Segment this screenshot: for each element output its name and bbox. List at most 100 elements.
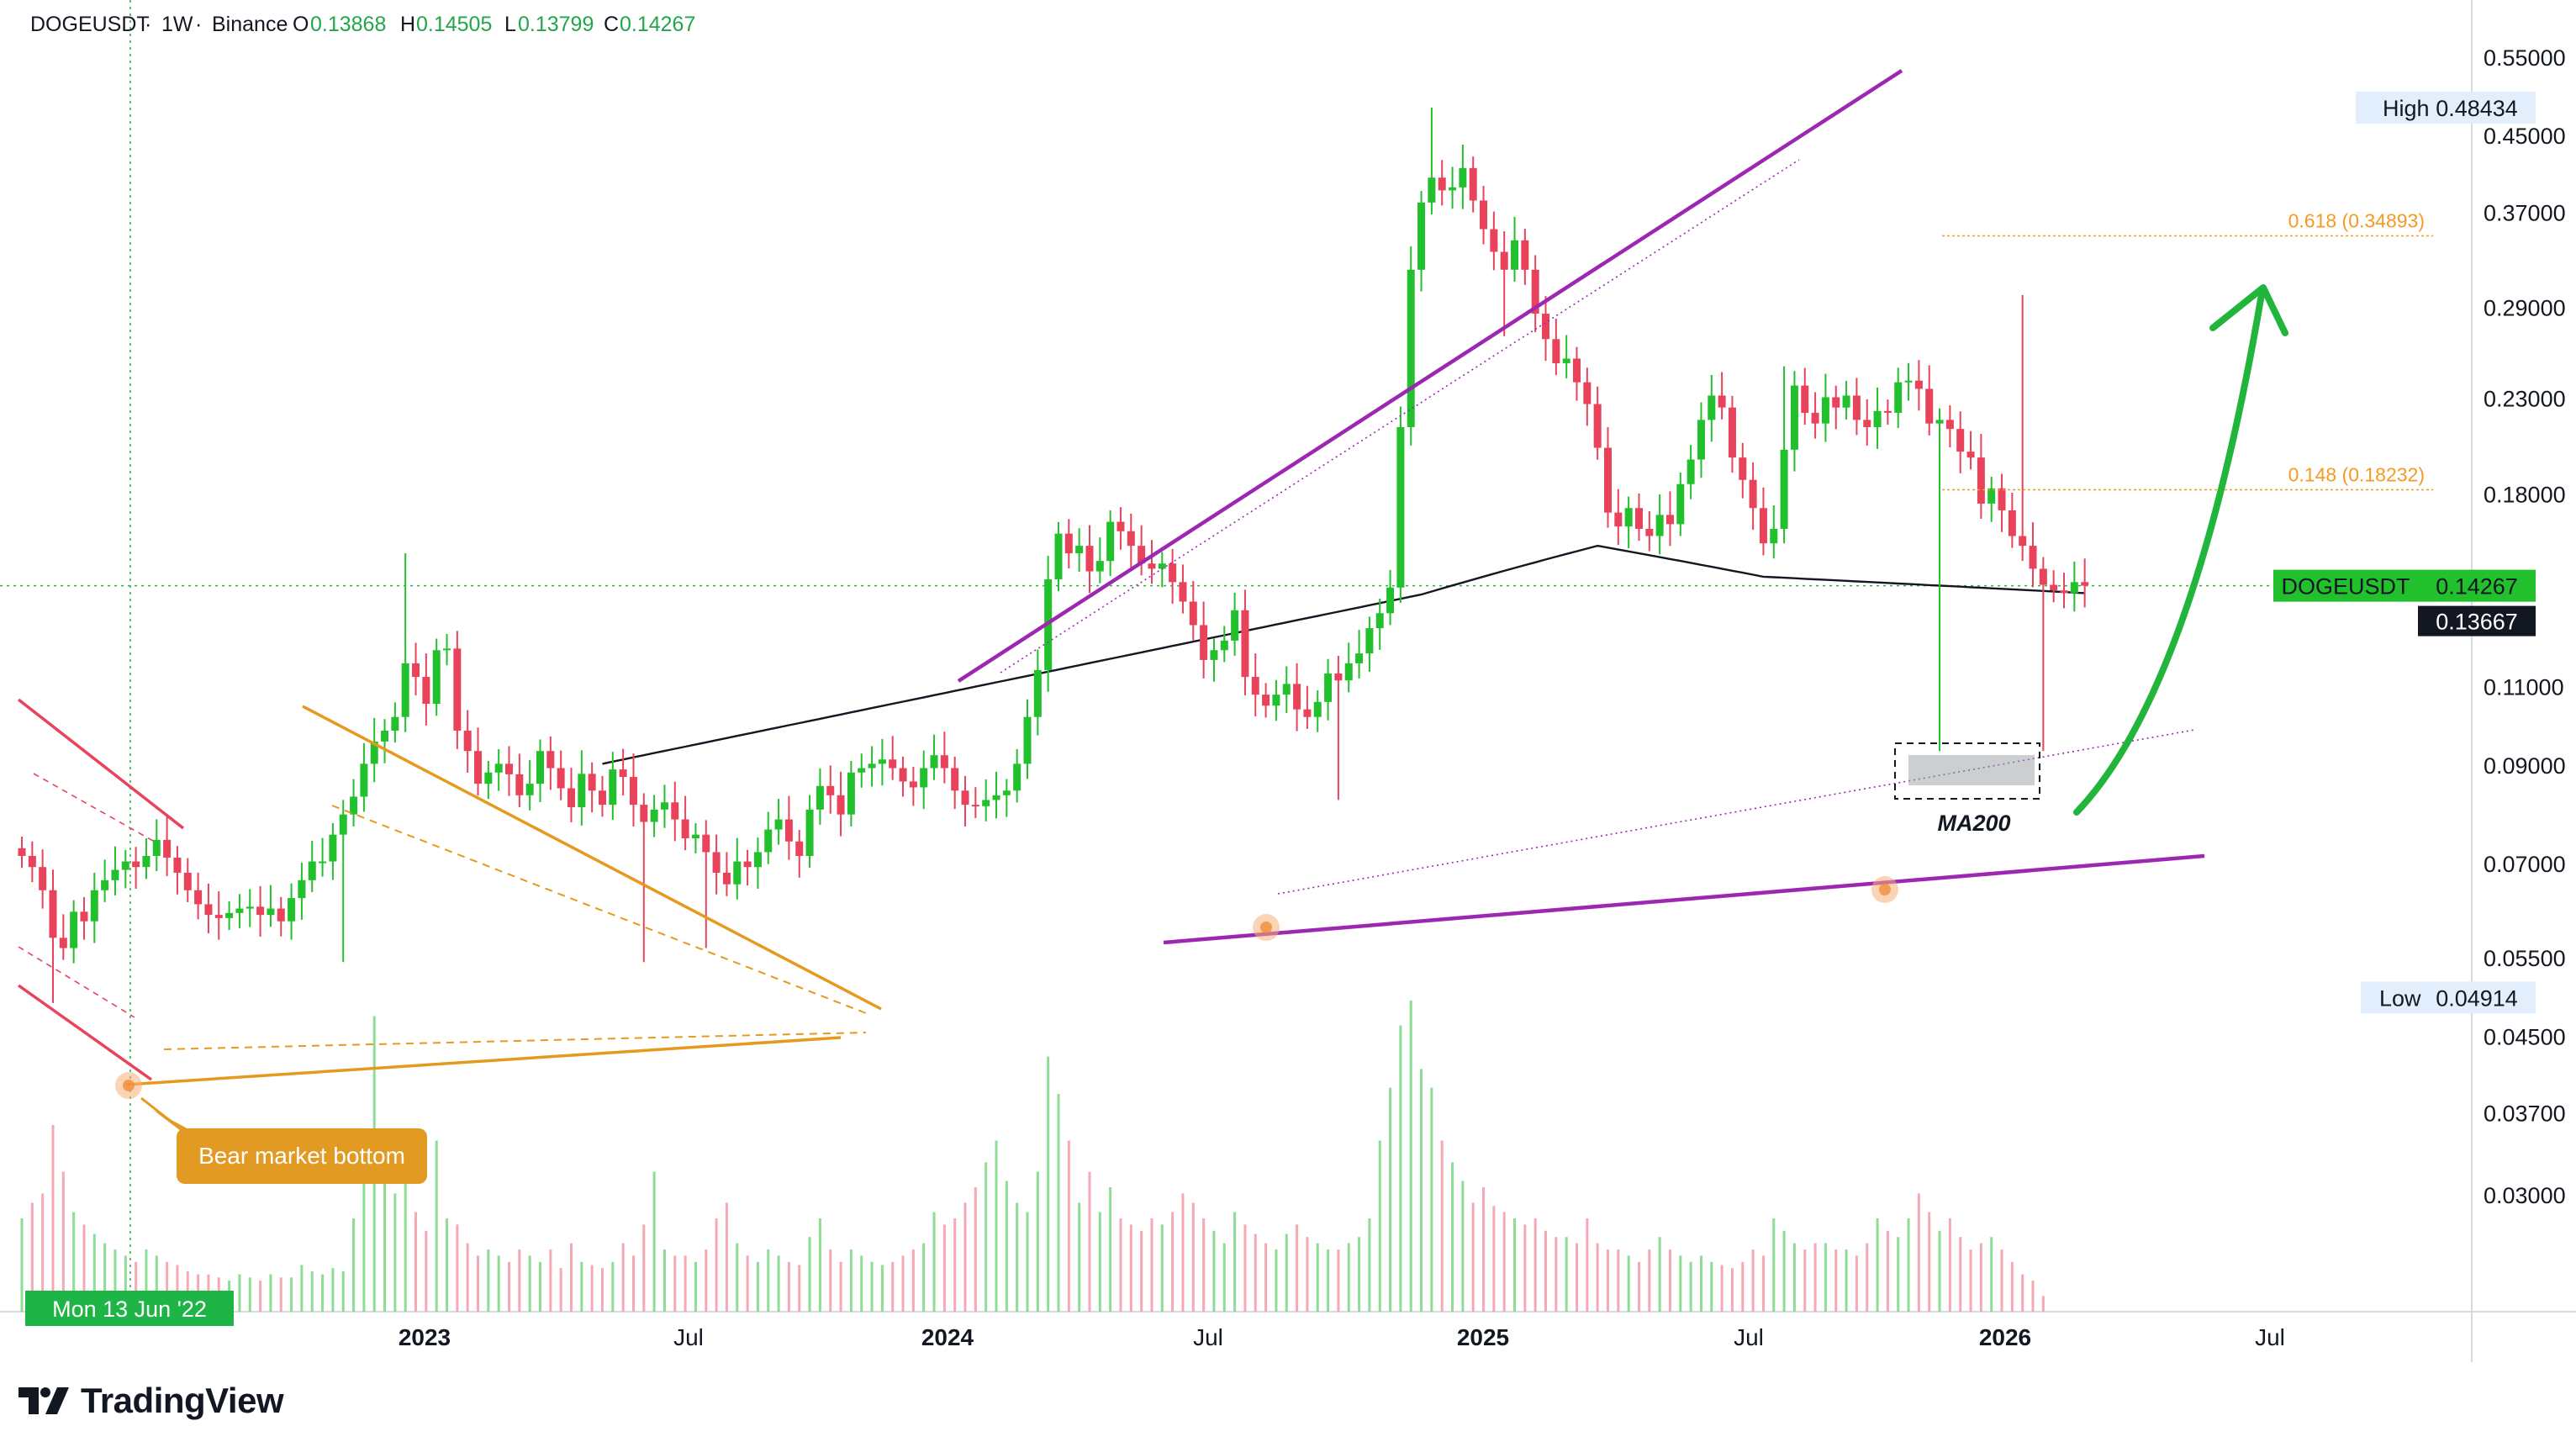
volume-bar — [487, 1249, 490, 1312]
bear-channel-inner-upper-line — [33, 773, 154, 842]
candle-body — [267, 908, 275, 916]
price-axis-tick-label: 0.03000 — [2484, 1183, 2566, 1208]
candle-body — [2050, 584, 2058, 591]
candle-body — [909, 781, 917, 788]
candle-body — [1106, 521, 1115, 562]
candle-body — [1852, 395, 1861, 420]
candle-body — [225, 912, 234, 918]
volume-bar — [1171, 1212, 1175, 1312]
volume-bar — [1679, 1255, 1682, 1312]
candle-body — [650, 809, 658, 822]
volume-bar — [1617, 1249, 1620, 1312]
candle-body — [1521, 240, 1529, 270]
volume-bar — [248, 1277, 251, 1312]
volume-bar — [1088, 1171, 1091, 1312]
candle-body — [121, 861, 129, 870]
volume-bar — [352, 1218, 356, 1312]
volume-bar — [1057, 1094, 1060, 1312]
volume-bar — [839, 1261, 842, 1312]
volume-bar — [1254, 1233, 1257, 1312]
volume-bar — [705, 1249, 708, 1312]
candle-body — [1832, 397, 1840, 408]
candle-body — [132, 861, 140, 868]
volume-bar — [1741, 1261, 1745, 1312]
volume-bar — [1668, 1249, 1671, 1312]
candles-layer — [18, 108, 2089, 1003]
candle-body — [920, 768, 928, 788]
candle-body — [245, 906, 254, 909]
volume-bar — [1316, 1243, 1319, 1312]
crosshair-date-badge — [25, 1291, 234, 1326]
volume-bar — [1586, 1218, 1589, 1312]
candle-body — [173, 857, 182, 873]
candle-body — [2070, 582, 2078, 594]
header-interval: 1W — [161, 13, 193, 36]
volume-bar — [600, 1268, 604, 1312]
candle-body — [2019, 536, 2027, 547]
candle-body — [1490, 229, 1498, 252]
volume-bar — [1751, 1249, 1755, 1312]
candle-body — [277, 908, 285, 922]
volume-bar — [1212, 1230, 1216, 1312]
volume-bar — [72, 1212, 76, 1312]
candle-body — [1169, 563, 1177, 583]
header-high-value: 0.14505 — [416, 13, 492, 36]
candle-body — [80, 911, 88, 922]
candle-body — [1665, 515, 1674, 525]
volume-bar — [995, 1140, 998, 1312]
price-axis-tick-label: 0.29000 — [2484, 296, 2566, 321]
candle-body — [1158, 563, 1166, 569]
header-close-label: C — [604, 13, 619, 36]
volume-bar — [1637, 1261, 1640, 1312]
candle-body — [1148, 563, 1156, 569]
volume-bar — [1803, 1249, 1807, 1312]
candle-body — [764, 829, 773, 853]
volume-bar — [1606, 1249, 1609, 1312]
volume-bar — [1337, 1249, 1340, 1312]
volume-bar — [1886, 1230, 1889, 1312]
volume-bar — [477, 1255, 480, 1312]
candle-body — [1282, 684, 1291, 695]
volume-bar — [1813, 1243, 1817, 1312]
time-axis-label: 2026 — [1979, 1324, 2031, 1350]
candle-body — [1303, 709, 1312, 717]
candle-body — [1511, 240, 1519, 270]
candle-body — [49, 890, 57, 938]
volume-bar — [1990, 1237, 1993, 1312]
volume-bar — [1378, 1140, 1381, 1312]
volume-bar — [1648, 1249, 1651, 1312]
candle-body — [837, 795, 845, 815]
candle-body — [235, 908, 244, 913]
candle-body — [1200, 625, 1208, 660]
volume-bar — [1181, 1193, 1185, 1312]
crosshair-date-text: Mon 13 Jun '22 — [52, 1297, 207, 1322]
candle-body — [1573, 358, 1581, 383]
volume-bar — [113, 1249, 117, 1312]
candle-body — [567, 788, 575, 807]
candle-body — [111, 869, 119, 880]
volume-bar — [787, 1261, 790, 1312]
candle-body — [847, 772, 855, 815]
last-price-badge-value: 0.14267 — [2436, 574, 2518, 600]
candle-body — [971, 805, 979, 807]
candle-body — [101, 879, 109, 890]
ma200-zone-fill — [1908, 755, 2035, 785]
time-axis-layer: 2023 Jul 2024 Jul 2025 Jul 2026 Jul Mon 13 Jun '… — [25, 1291, 2285, 1350]
price-axis-tick-label: 0.07000 — [2484, 852, 2566, 877]
bear-channel-lower-line — [17, 984, 153, 1081]
volume-bar — [1897, 1237, 1900, 1312]
volume-bar — [1544, 1230, 1548, 1312]
volume-bar — [1969, 1249, 1972, 1312]
channel-inner-lower-line — [1277, 729, 2195, 895]
symbol-badge-box — [2273, 569, 2418, 602]
volume-bar — [1596, 1243, 1599, 1312]
volume-bar — [1222, 1243, 1226, 1312]
candle-body — [899, 768, 907, 782]
volume-bar — [1078, 1202, 1081, 1312]
price-axis-tick-label: 0.55000 — [2484, 45, 2566, 71]
candle-body — [733, 861, 742, 885]
volume-bar — [808, 1237, 811, 1312]
candle-body — [982, 800, 990, 806]
